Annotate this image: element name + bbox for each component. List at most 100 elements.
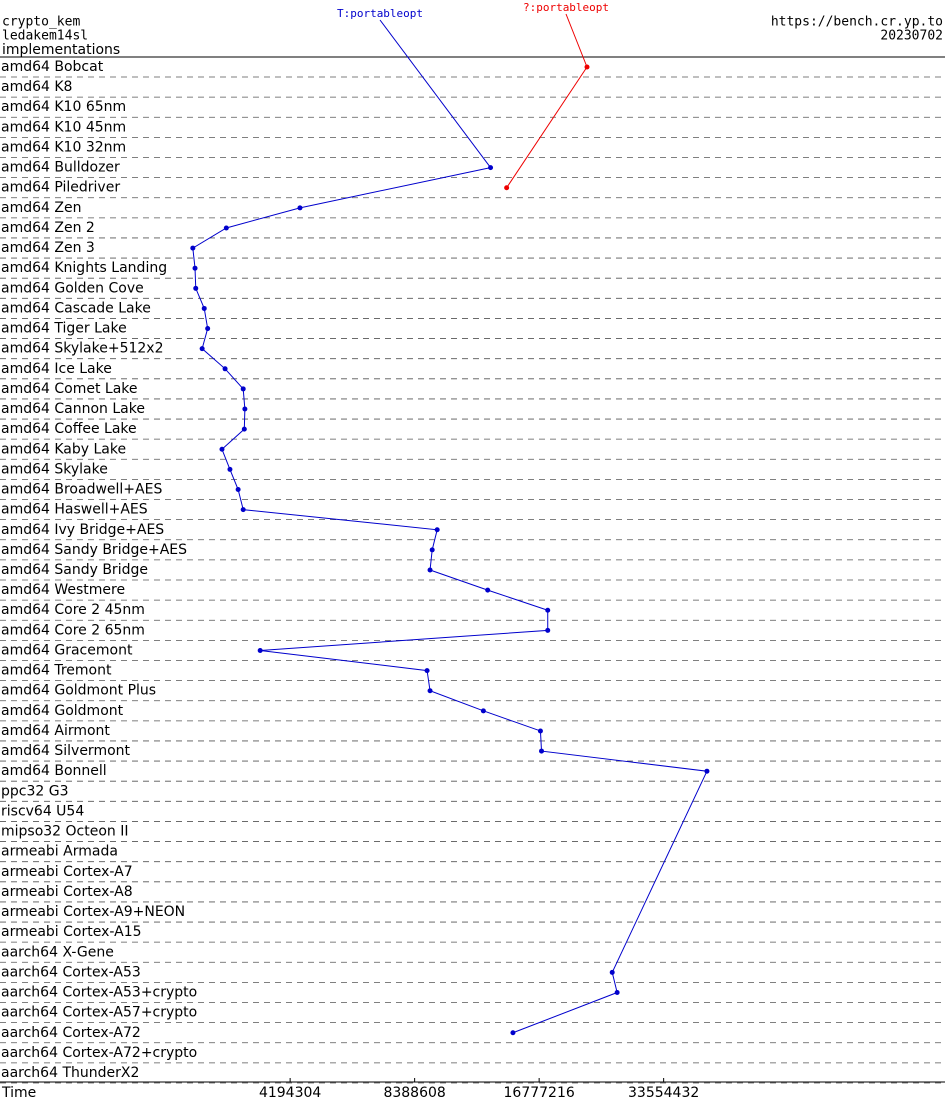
point — [427, 688, 433, 694]
x-tick-label: 33554432 — [628, 1085, 699, 1101]
row-label: amd64 Comet Lake — [1, 381, 138, 397]
point — [510, 1030, 516, 1036]
point — [240, 507, 246, 513]
point — [609, 969, 615, 975]
row-label: amd64 Knights Landing — [1, 260, 167, 276]
row-label: aarch64 Cortex-A72+crypto — [1, 1045, 197, 1061]
row-label: amd64 K10 65nm — [1, 99, 126, 115]
x-tick-label: 4194304 — [259, 1085, 321, 1101]
row-label: amd64 Ivy Bridge+AES — [1, 522, 164, 538]
point — [584, 64, 590, 70]
row-label: amd64 Kaby Lake — [1, 441, 126, 457]
row-label: amd64 K10 45nm — [1, 119, 126, 135]
row-label: amd64 Cannon Lake — [1, 401, 145, 417]
header-left: ledakem14sl — [2, 29, 88, 44]
point — [257, 647, 263, 653]
row-label: riscv64 U54 — [1, 803, 84, 819]
row-label: aarch64 ThunderX2 — [1, 1065, 139, 1081]
row-label: amd64 Core 2 45nm — [1, 602, 145, 618]
row-label: amd64 Skylake+512x2 — [1, 341, 163, 357]
row-label: amd64 Tremont — [1, 663, 112, 679]
series-label: ?:portableopt — [523, 1, 609, 14]
header-left: implementations — [2, 42, 120, 58]
point — [434, 527, 440, 533]
row-label: amd64 Westmere — [1, 582, 125, 598]
row-label: ppc32 G3 — [1, 783, 69, 799]
row-label: armeabi Cortex-A8 — [1, 884, 133, 900]
row-label: amd64 Piledriver — [1, 180, 120, 196]
point — [539, 748, 545, 754]
row-label: amd64 Haswell+AES — [1, 502, 148, 518]
point — [193, 285, 199, 291]
row-label: amd64 K8 — [1, 79, 72, 95]
point — [241, 426, 247, 432]
point — [235, 487, 241, 493]
row-label: aarch64 Cortex-A53 — [1, 964, 141, 980]
row-label: amd64 Ice Lake — [1, 361, 112, 377]
row-label: amd64 Coffee Lake — [1, 421, 137, 437]
point — [240, 386, 246, 392]
row-label: aarch64 X-Gene — [1, 944, 114, 960]
point — [429, 547, 435, 553]
point — [205, 326, 211, 332]
row-label: amd64 Airmont — [1, 723, 110, 739]
row-label: amd64 Sandy Bridge — [1, 562, 148, 578]
row-label: amd64 Zen 2 — [1, 220, 95, 236]
row-label: amd64 Goldmont — [1, 703, 124, 719]
row-label: amd64 Gracemont — [1, 642, 133, 658]
point — [222, 366, 228, 372]
row-label: amd64 Bonnell — [1, 763, 107, 779]
header-left: crypto_kem — [2, 15, 80, 30]
point — [480, 708, 486, 714]
point — [545, 627, 551, 633]
row-label: armeabi Cortex-A15 — [1, 924, 142, 940]
point — [199, 346, 205, 352]
row-label: armeabi Cortex-A9+NEON — [1, 904, 185, 920]
point — [488, 165, 494, 171]
row-label: amd64 K10 32nm — [1, 139, 126, 155]
row-label: aarch64 Cortex-A72 — [1, 1025, 141, 1041]
row-label: amd64 Zen 3 — [1, 240, 95, 256]
series-line — [506, 66, 588, 188]
label-leader — [379, 19, 491, 168]
point — [545, 607, 551, 613]
row-label: armeabi Armada — [1, 844, 118, 860]
point — [201, 305, 207, 311]
row-label: amd64 Cascade Lake — [1, 300, 151, 316]
header-right: https://bench.cr.yp.to — [771, 15, 943, 30]
point — [537, 728, 543, 734]
point — [192, 265, 198, 271]
point — [227, 466, 233, 472]
point — [223, 225, 229, 231]
row-label: mipso32 Octeon II — [1, 824, 129, 840]
row-label: amd64 Core 2 65nm — [1, 622, 145, 638]
point — [219, 446, 225, 452]
row-label: aarch64 Cortex-A57+crypto — [1, 1005, 197, 1021]
point — [504, 185, 510, 191]
row-label: armeabi Cortex-A7 — [1, 864, 133, 880]
row-label: amd64 Tiger Lake — [1, 321, 127, 337]
row-label: aarch64 Cortex-A53+crypto — [1, 985, 197, 1001]
point — [614, 990, 620, 996]
row-label: amd64 Bobcat — [1, 59, 104, 75]
row-label: amd64 Golden Cove — [1, 280, 144, 296]
row-label: amd64 Bulldozer — [1, 160, 120, 176]
point — [485, 587, 491, 593]
row-label: amd64 Sandy Bridge+AES — [1, 542, 187, 558]
x-tick-label: 8388608 — [383, 1085, 445, 1101]
series-label: T:portableopt — [337, 7, 423, 20]
point — [297, 205, 303, 211]
label-leader — [565, 13, 588, 68]
row-label: amd64 Zen — [1, 200, 81, 216]
point — [242, 406, 248, 412]
x-tick-label: 16777216 — [504, 1085, 575, 1101]
point — [704, 768, 710, 774]
point — [424, 668, 430, 674]
row-label: amd64 Skylake — [1, 461, 108, 477]
row-label: amd64 Goldmont Plus — [1, 683, 156, 699]
x-axis-label: Time — [1, 1085, 36, 1101]
row-label: amd64 Broadwell+AES — [1, 482, 162, 498]
point — [427, 567, 433, 573]
